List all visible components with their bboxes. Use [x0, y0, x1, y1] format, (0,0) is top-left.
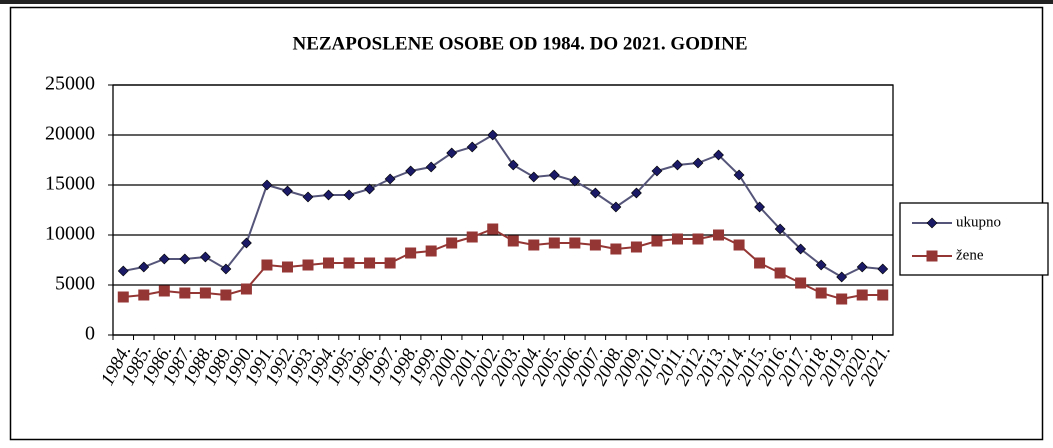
marker: [815, 287, 827, 299]
marker: [405, 165, 417, 177]
marker: [610, 243, 622, 255]
y-tick-label: 10000: [45, 223, 95, 245]
marker: [302, 259, 314, 271]
marker: [343, 257, 355, 269]
y-tick-label: 5000: [55, 273, 95, 295]
marker: [425, 245, 437, 257]
marker: [795, 277, 807, 289]
marker: [630, 241, 642, 253]
marker: [630, 187, 642, 199]
marker: [692, 157, 704, 169]
marker: [877, 263, 889, 275]
y-tick-label: 15000: [45, 173, 95, 195]
marker: [261, 259, 273, 271]
marker: [117, 291, 129, 303]
marker: [281, 261, 293, 273]
marker: [240, 283, 252, 295]
marker: [672, 159, 683, 171]
marker: [405, 247, 417, 259]
marker: [815, 259, 827, 271]
marker: [610, 201, 622, 213]
series-line: [123, 133, 883, 279]
marker: [733, 169, 745, 181]
legend-label: žene: [956, 247, 984, 263]
y-tick-label: 25000: [45, 73, 95, 95]
marker: [528, 239, 540, 251]
marker: [713, 229, 725, 241]
marker: [425, 161, 437, 173]
marker: [343, 189, 355, 201]
marker: [261, 179, 273, 191]
marker: [466, 231, 478, 243]
marker: [199, 251, 211, 263]
marker: [364, 257, 376, 269]
y-tick-label: 20000: [45, 123, 95, 145]
marker: [240, 237, 252, 249]
chart-title: NEZAPOSLENE OSOBE OD 1984. DO 2021. GODI…: [292, 33, 747, 54]
marker: [651, 235, 663, 247]
marker: [795, 243, 807, 255]
marker: [364, 183, 376, 195]
marker: [220, 263, 232, 275]
marker: [384, 173, 396, 185]
marker: [856, 289, 868, 301]
marker: [774, 267, 786, 279]
marker: [323, 189, 334, 201]
marker: [138, 289, 150, 301]
marker: [692, 233, 704, 245]
marker: [548, 237, 560, 249]
marker: [926, 250, 938, 262]
marker: [926, 217, 938, 229]
marker: [282, 185, 293, 197]
marker: [302, 191, 314, 203]
y-tick-label: 0: [85, 323, 95, 345]
marker: [507, 159, 519, 171]
marker: [466, 141, 478, 153]
marker: [138, 261, 150, 273]
marker: [220, 289, 232, 301]
marker: [323, 257, 335, 269]
legend-box: [899, 202, 1049, 276]
marker: [446, 147, 458, 159]
marker: [158, 253, 170, 265]
marker: [384, 257, 396, 269]
marker: [877, 289, 889, 301]
marker: [713, 149, 724, 161]
marker: [589, 187, 601, 199]
marker: [774, 223, 786, 235]
marker: [569, 237, 581, 249]
marker: [528, 171, 540, 183]
marker: [117, 265, 129, 277]
marker: [548, 169, 560, 181]
marker: [569, 175, 581, 187]
marker: [836, 293, 848, 305]
marker: [651, 165, 663, 177]
marker: [199, 287, 211, 299]
marker: [179, 253, 191, 265]
marker: [856, 261, 868, 273]
top-edge: [0, 0, 1053, 4]
marker: [446, 237, 458, 249]
marker: [589, 239, 601, 251]
marker: [487, 223, 499, 235]
marker: [836, 271, 848, 283]
marker: [507, 235, 519, 247]
marker: [158, 285, 170, 297]
marker: [671, 233, 683, 245]
marker: [179, 287, 191, 299]
marker: [733, 239, 745, 251]
marker: [754, 201, 766, 213]
marker: [754, 257, 766, 269]
legend-label: ukupno: [956, 214, 1001, 230]
chart-frame: [9, 6, 1044, 441]
marker: [487, 129, 499, 141]
